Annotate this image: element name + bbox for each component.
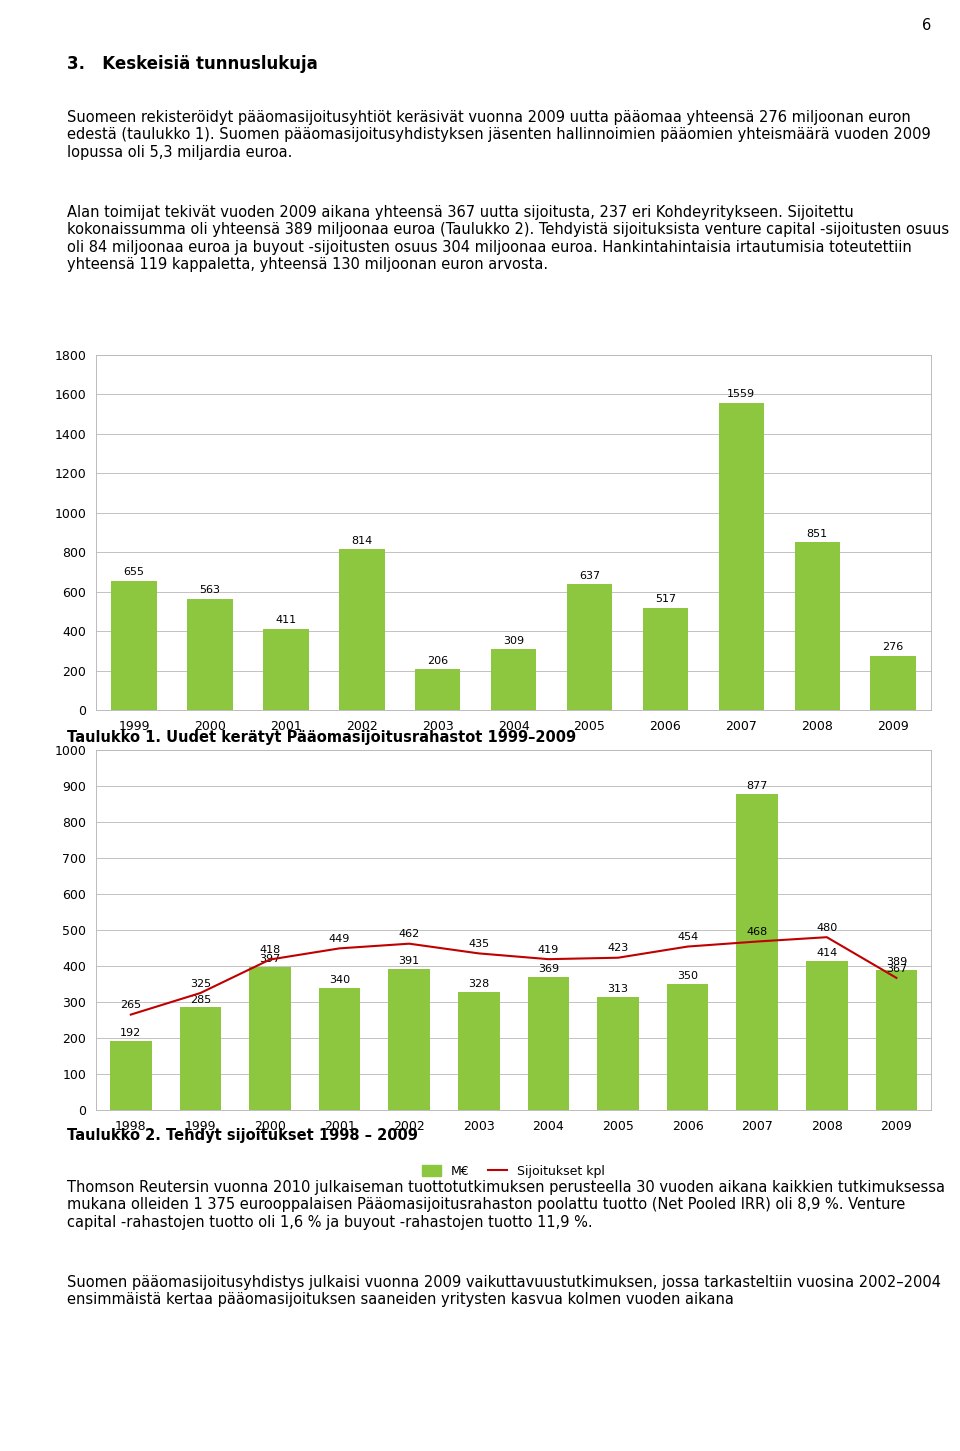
Bar: [180, 1007, 221, 1110]
Bar: [795, 543, 840, 710]
Text: 655: 655: [124, 567, 144, 577]
Text: Alan toimijat tekivät vuoden 2009 aikana yhteensä 367 uutta sijoitusta, 237 eri : Alan toimijat tekivät vuoden 2009 aikana…: [67, 205, 949, 273]
Text: 414: 414: [816, 948, 837, 958]
Text: Suomen pääomasijoitusyhdistys julkaisi vuonna 2009 vaikuttavuustutkimuksen, joss: Suomen pääomasijoitusyhdistys julkaisi v…: [67, 1275, 941, 1307]
Text: 391: 391: [398, 956, 420, 966]
Bar: [871, 656, 916, 710]
Text: 285: 285: [190, 994, 211, 1004]
Bar: [111, 580, 156, 710]
Bar: [528, 977, 569, 1110]
Bar: [388, 969, 430, 1110]
Text: 397: 397: [259, 955, 280, 965]
Text: 517: 517: [655, 595, 676, 605]
Text: 265: 265: [120, 1000, 141, 1010]
Text: 454: 454: [677, 932, 698, 942]
Text: 389: 389: [886, 958, 907, 966]
Text: 276: 276: [882, 641, 904, 651]
Text: 1559: 1559: [728, 389, 756, 399]
Legend: M€, Sijoitukset kpl: M€, Sijoitukset kpl: [418, 1159, 610, 1183]
Text: 367: 367: [886, 963, 907, 974]
Bar: [719, 402, 764, 710]
Bar: [250, 966, 291, 1110]
Text: 468: 468: [747, 927, 768, 937]
Text: 313: 313: [608, 984, 629, 994]
Bar: [319, 988, 361, 1110]
Bar: [458, 992, 499, 1110]
Text: 369: 369: [538, 965, 559, 974]
Bar: [415, 669, 461, 710]
Bar: [597, 997, 639, 1110]
Bar: [805, 961, 848, 1110]
Text: 206: 206: [427, 656, 448, 666]
Text: 435: 435: [468, 939, 490, 949]
Text: 418: 418: [259, 945, 280, 955]
Bar: [876, 969, 917, 1110]
Text: Thomson Reutersin vuonna 2010 julkaiseman tuottotutkimuksen perusteella 30 vuode: Thomson Reutersin vuonna 2010 julkaisema…: [67, 1180, 946, 1230]
Text: 637: 637: [579, 570, 600, 580]
Text: 449: 449: [329, 934, 350, 945]
Text: 3.   Keskeisiä tunnuslukuja: 3. Keskeisiä tunnuslukuja: [67, 55, 318, 73]
Text: 192: 192: [120, 1027, 141, 1037]
Text: 423: 423: [608, 943, 629, 953]
Bar: [491, 649, 537, 710]
Bar: [642, 608, 688, 710]
Text: 340: 340: [329, 975, 350, 985]
Bar: [566, 585, 612, 710]
Text: 563: 563: [200, 585, 221, 595]
Text: 480: 480: [816, 923, 837, 933]
Text: 411: 411: [276, 615, 297, 625]
Legend: Rahastojen keruu (M€): Rahastojen keruu (M€): [423, 752, 604, 775]
Bar: [339, 550, 385, 710]
Text: 325: 325: [190, 978, 211, 988]
Text: Suomeen rekisteröidyt pääomasijoitusyhtiöt keräsivät vuonna 2009 uutta pääomaa y: Suomeen rekisteröidyt pääomasijoitusyhti…: [67, 110, 931, 160]
Bar: [736, 794, 778, 1110]
Text: 877: 877: [747, 782, 768, 791]
Text: Taulukko 2. Tehdyt sijoitukset 1998 – 2009: Taulukko 2. Tehdyt sijoitukset 1998 – 20…: [67, 1127, 418, 1143]
Bar: [263, 628, 308, 710]
Text: 350: 350: [677, 971, 698, 981]
Text: 814: 814: [351, 535, 372, 546]
Bar: [187, 599, 232, 710]
Text: 309: 309: [503, 636, 524, 646]
Text: 328: 328: [468, 979, 490, 990]
Bar: [110, 1040, 152, 1110]
Text: 419: 419: [538, 945, 559, 955]
Bar: [666, 984, 708, 1110]
Text: 6: 6: [922, 17, 931, 33]
Text: 851: 851: [806, 528, 828, 538]
Text: Taulukko 1. Uudet kerätyt Pääomasijoitusrahastot 1999–2009: Taulukko 1. Uudet kerätyt Pääomasijoitus…: [67, 730, 576, 744]
Text: 462: 462: [398, 929, 420, 939]
